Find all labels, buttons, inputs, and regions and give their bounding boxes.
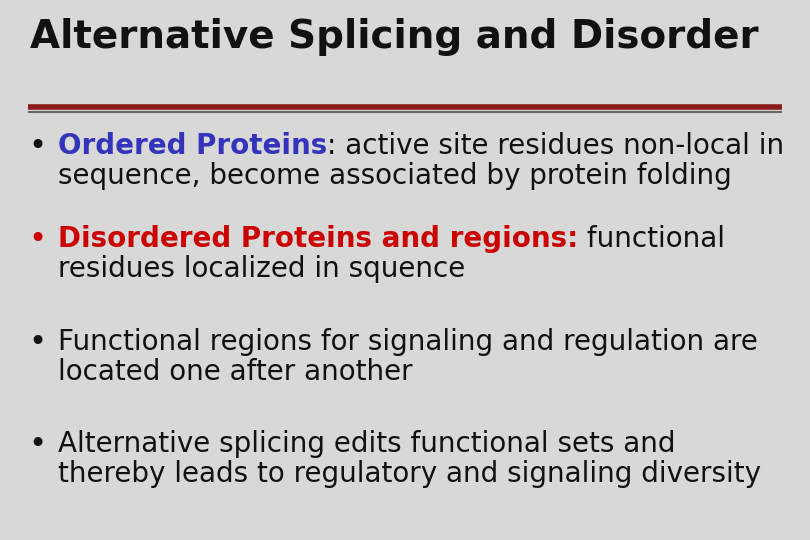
Text: Disordered Proteins and regions:: Disordered Proteins and regions: [58, 225, 578, 253]
Text: : active site residues non-local in: : active site residues non-local in [327, 132, 784, 160]
Text: Functional regions for signaling and regulation are: Functional regions for signaling and reg… [58, 328, 758, 356]
Text: sequence, become associated by protein folding: sequence, become associated by protein f… [58, 162, 731, 190]
Text: thereby leads to regulatory and signaling diversity: thereby leads to regulatory and signalin… [58, 460, 761, 488]
Text: Alternative Splicing and Disorder: Alternative Splicing and Disorder [30, 18, 759, 56]
Text: •: • [28, 328, 46, 357]
Text: •: • [28, 132, 46, 161]
Text: •: • [28, 225, 46, 254]
Text: Ordered Proteins: Ordered Proteins [58, 132, 327, 160]
Text: residues localized in squence: residues localized in squence [58, 255, 465, 283]
Text: functional: functional [578, 225, 725, 253]
Text: Alternative splicing edits functional sets and: Alternative splicing edits functional se… [58, 430, 676, 458]
Text: •: • [28, 430, 46, 459]
Text: located one after another: located one after another [58, 358, 412, 386]
